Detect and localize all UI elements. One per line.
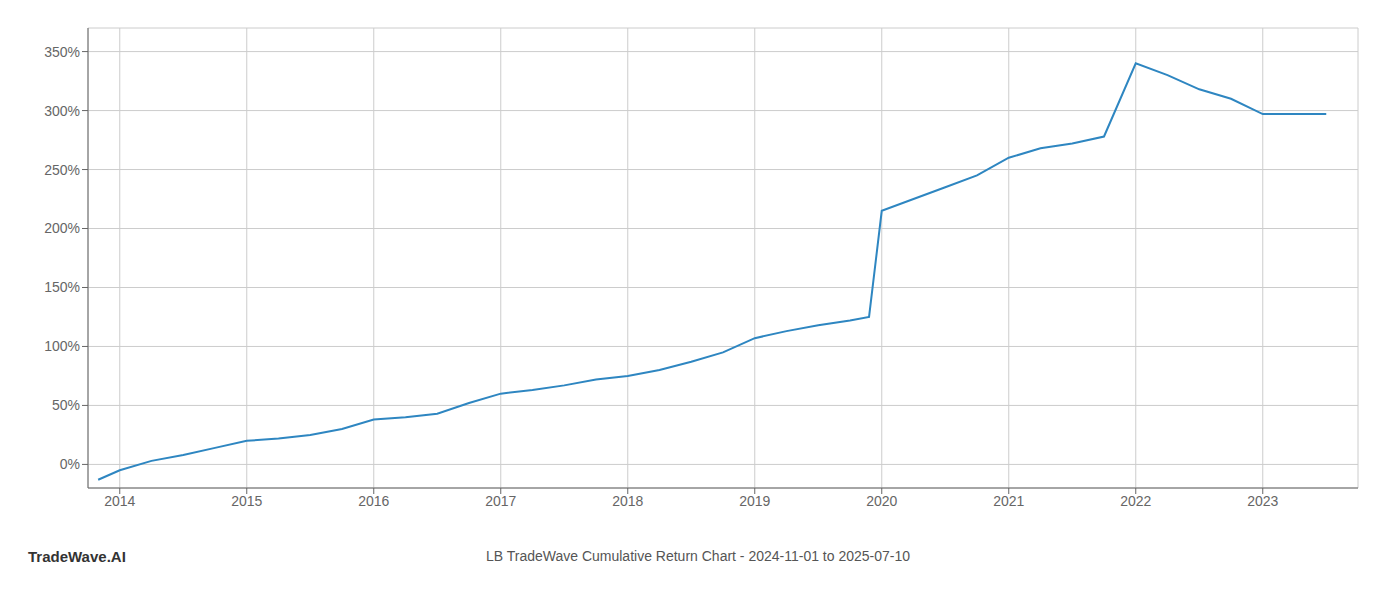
html-text:LB TradeWave Cumulative Return: LB TradeWave Cumulative Return Chart - 2… [485,548,911,564]
svg-text:150%: 150% [44,279,80,295]
svg-text:2016: 2016 [358,493,389,509]
svg-text:2022: 2022 [1120,493,1151,509]
svg-text:50%: 50% [52,397,80,413]
svg-text:2020: 2020 [866,493,897,509]
svg-text:250%: 250% [44,162,80,178]
svg-text:2019: 2019 [739,493,770,509]
html-text:TradeWave.AI: TradeWave.AI [28,548,126,565]
svg-text:2014: 2014 [104,493,135,509]
svg-text:100%: 100% [44,338,80,354]
svg-text:350%: 350% [44,44,80,60]
svg-text:2015: 2015 [231,493,262,509]
svg-text:300%: 300% [44,103,80,119]
svg-text:0%: 0% [60,456,80,472]
svg-text:200%: 200% [44,220,80,236]
svg-text:2021: 2021 [993,493,1024,509]
svg-text:2023: 2023 [1247,493,1278,509]
svg-text:2018: 2018 [612,493,643,509]
svg-text:2017: 2017 [485,493,516,509]
